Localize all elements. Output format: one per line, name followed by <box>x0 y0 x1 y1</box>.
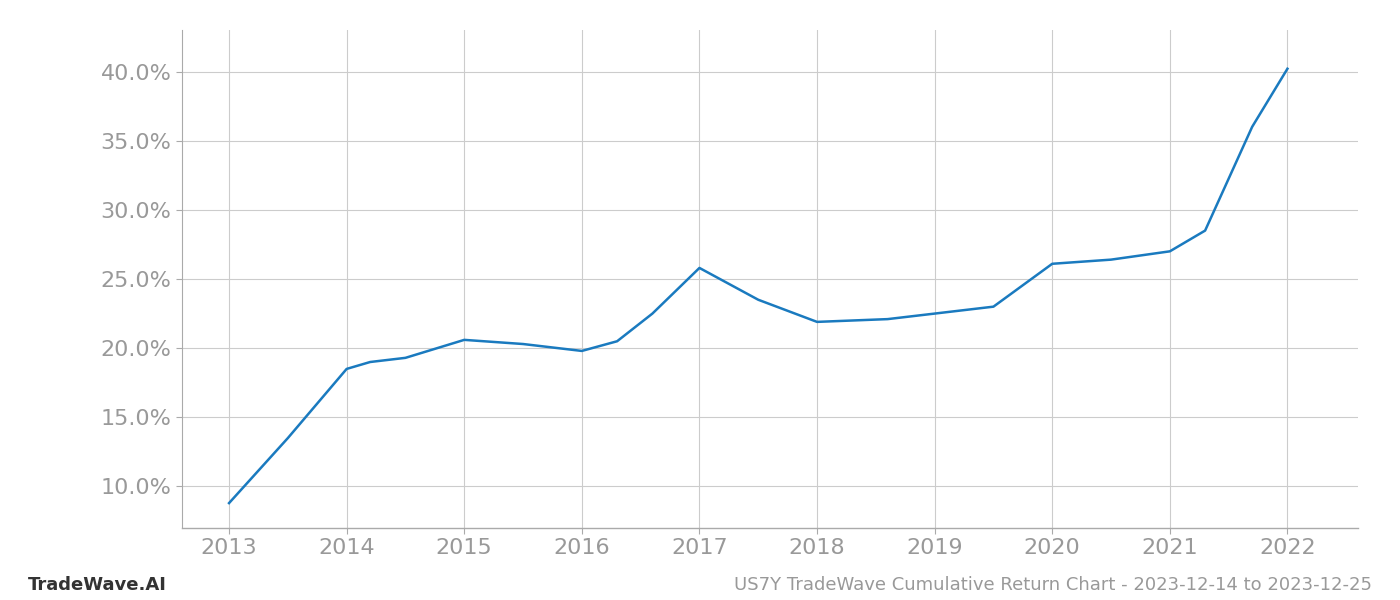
Text: US7Y TradeWave Cumulative Return Chart - 2023-12-14 to 2023-12-25: US7Y TradeWave Cumulative Return Chart -… <box>734 576 1372 594</box>
Text: TradeWave.AI: TradeWave.AI <box>28 576 167 594</box>
